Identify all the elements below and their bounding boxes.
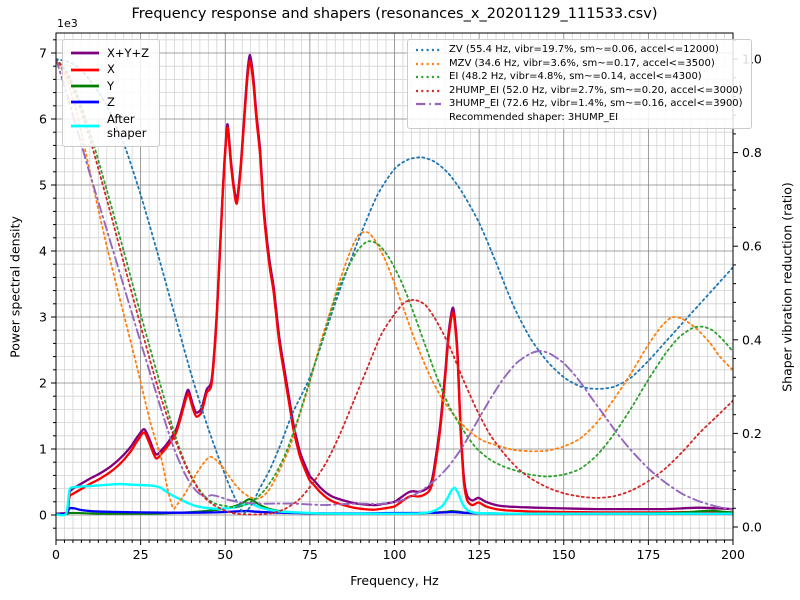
legend-line-swatch: [71, 124, 99, 128]
y-left-tick-label: 5: [39, 178, 47, 193]
legend-item-label: 3HUMP_EI (72.6 Hz, vibr=1.4%, sm~=0.16, …: [449, 98, 743, 109]
y-axis-right-label: Shaper vibration reduction (ratio): [779, 182, 795, 392]
series-lines: [56, 53, 733, 517]
x-axis-label: Frequency, Hz: [350, 573, 439, 588]
series-zv: [56, 58, 733, 514]
y-axis-left-label: Power spectral density: [7, 216, 23, 358]
chart-title: Frequency response and shapers (resonanc…: [131, 6, 658, 22]
series-3hump-ei: [56, 58, 733, 511]
y-left-tick-label: 4: [39, 244, 47, 259]
legend-item: X: [70, 62, 149, 76]
legend-item-label: Y: [107, 78, 115, 93]
legend-line-swatch: [71, 100, 99, 104]
x-tick-label: 150: [552, 547, 576, 562]
y-left-tick-label: 2: [39, 376, 47, 391]
legend-line-swatch: [416, 49, 441, 52]
legend-item: Z: [70, 95, 149, 109]
y-left-tick-label: 7: [39, 46, 47, 61]
legend-item: 2HUMP_EI (52.0 Hz, vibr=2.7%, sm~=0.20, …: [415, 85, 743, 98]
x-tick-label: 25: [133, 547, 149, 562]
x-tick-label: 50: [217, 547, 233, 562]
legend-item: X+Y+Z: [70, 46, 149, 60]
y-left-tick-label: 3: [39, 310, 47, 325]
legend-item-label: ZV (55.4 Hz, vibr=19.7%, sm~=0.06, accel…: [449, 44, 719, 55]
legend-item: MZV (34.6 Hz, vibr=3.6%, sm~=0.17, accel…: [415, 58, 743, 71]
legend-note-label: Recommended shaper: 3HUMP_EI: [449, 111, 619, 123]
y-right-tick-label: 0.8: [742, 145, 762, 160]
legend-recommended-note: Recommended shaper: 3HUMP_EI: [415, 112, 743, 125]
legend-item: EI (48.2 Hz, vibr=4.8%, sm~=0.14, accel<…: [415, 71, 743, 84]
x-tick-label: 125: [467, 547, 491, 562]
legend-item: 3HUMP_EI (72.6 Hz, vibr=1.4%, sm~=0.16, …: [415, 98, 743, 111]
y-right-tick-label: 0.6: [742, 239, 762, 254]
legend-item-label: X+Y+Z: [107, 46, 150, 60]
series-x: [56, 59, 733, 516]
legend-line-swatch: [71, 68, 99, 71]
legend-item-label: MZV (34.6 Hz, vibr=3.6%, sm~=0.17, accel…: [449, 57, 715, 69]
legend-line-swatch: [416, 76, 441, 79]
legend-item-label: After shaper: [107, 111, 147, 140]
x-tick-label: 200: [721, 547, 745, 562]
y-right-tick-label: 0.0: [742, 520, 762, 535]
series-2hump-ei: [56, 58, 733, 516]
x-tick-label: 75: [302, 547, 318, 562]
y-axis-offset-label: 1e3: [57, 17, 78, 30]
legend-line-swatch: [416, 62, 441, 65]
legend-item: ZV (55.4 Hz, vibr=19.7%, sm~=0.06, accel…: [415, 44, 743, 57]
legend-item-label: 2HUMP_EI (52.0 Hz, vibr=2.7%, sm~=0.20, …: [449, 84, 743, 96]
y-left-tick-label: 1: [39, 442, 47, 457]
legend-psd: X+Y+Z X Y Z After shaper: [62, 39, 161, 148]
x-tick-label: 100: [383, 547, 407, 562]
series-mzv: [56, 58, 733, 510]
legend-line-swatch: [416, 103, 441, 106]
legend-item: After shaper: [70, 112, 149, 141]
legend-item-label: Z: [107, 95, 115, 110]
legend-line-swatch: [71, 51, 99, 55]
x-tick-label: 0: [52, 547, 60, 562]
legend-line-swatch: [71, 84, 99, 88]
x-tick-label: 175: [636, 547, 660, 562]
y-left-tick-label: 0: [39, 508, 47, 523]
series-after-shaper: [56, 482, 733, 517]
legend-item-label: EI (48.2 Hz, vibr=4.8%, sm~=0.14, accel<…: [449, 71, 702, 82]
legend-item-label: X: [107, 62, 115, 77]
legend-line-swatch: [416, 89, 441, 92]
y-right-tick-label: 0.2: [742, 426, 762, 441]
legend-shapers: ZV (55.4 Hz, vibr=19.7%, sm~=0.06, accel…: [407, 39, 752, 129]
y-left-tick-label: 6: [39, 112, 47, 127]
y-right-tick-label: 0.4: [742, 332, 762, 347]
legend-item: Y: [70, 79, 149, 93]
